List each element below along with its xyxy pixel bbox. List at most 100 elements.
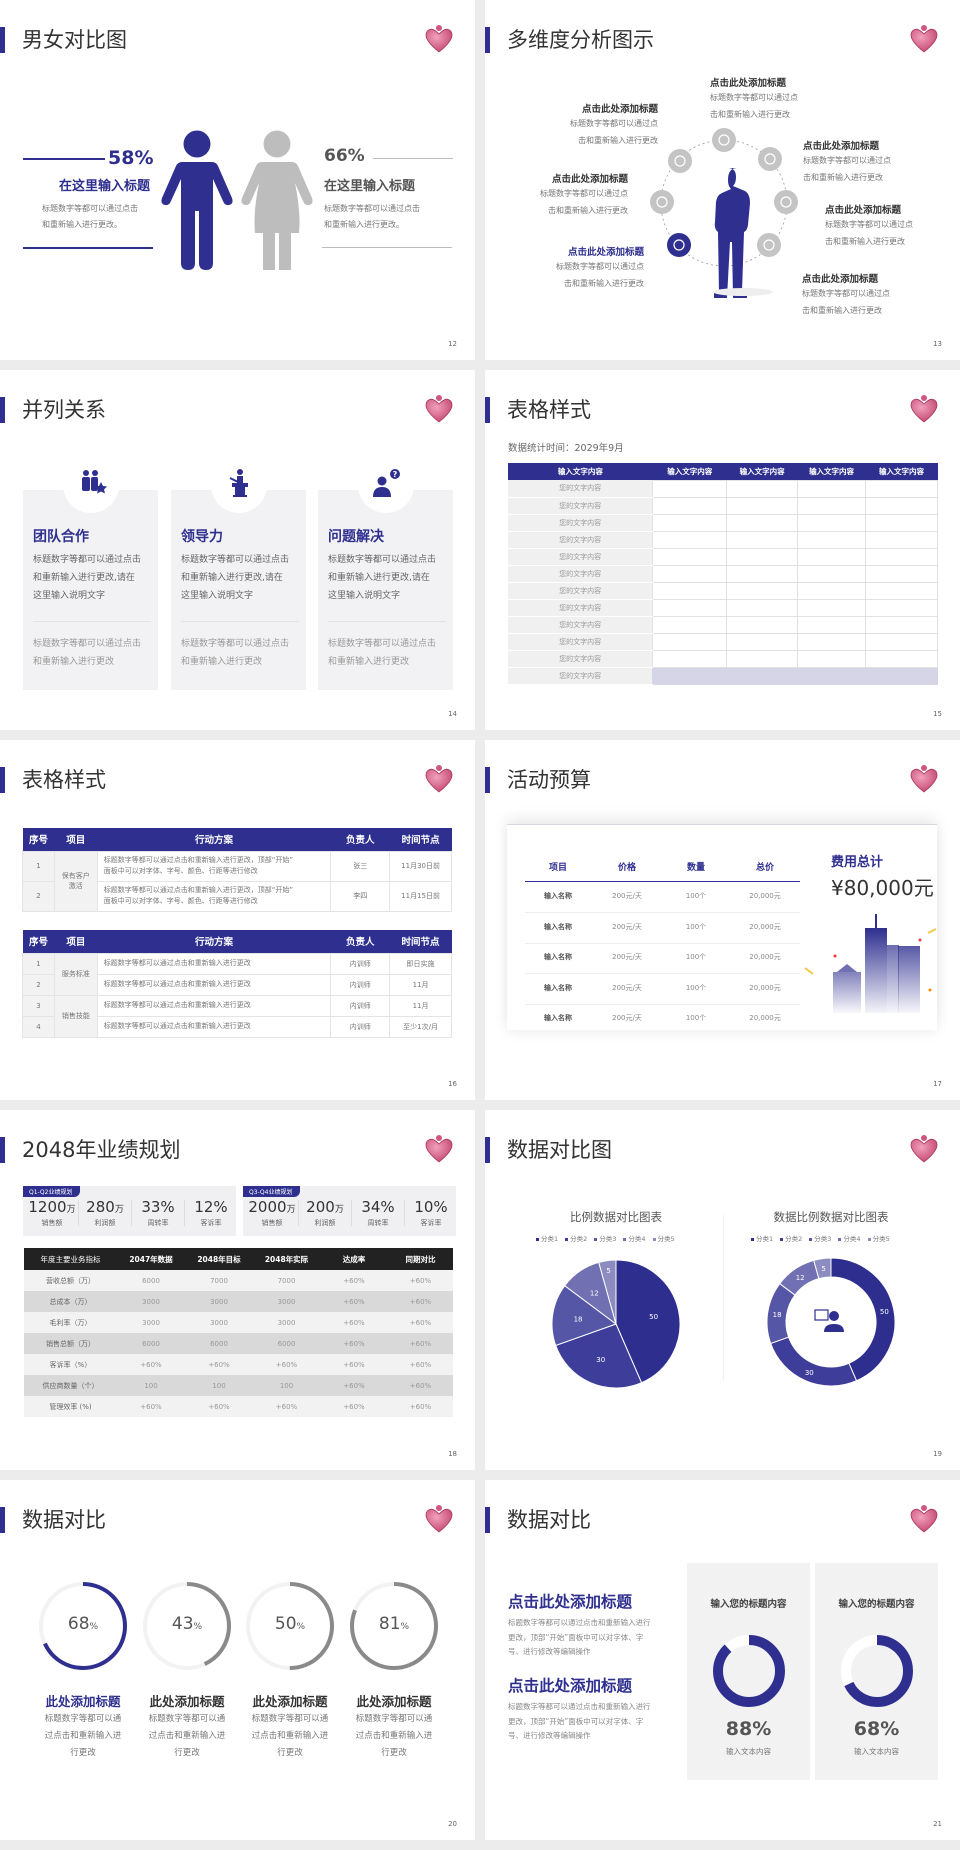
table-row: 您的文字内容: [508, 496, 938, 515]
page-number: 20: [448, 1820, 457, 1828]
table-cell[interactable]: [652, 581, 728, 600]
table-cell[interactable]: [797, 581, 867, 600]
table-cell[interactable]: [726, 513, 799, 532]
heart-logo-icon: [425, 24, 453, 54]
block-title[interactable]: 点击此处添加标题: [802, 274, 879, 285]
table-cell[interactable]: [865, 632, 938, 651]
stat-unit: 万: [334, 1205, 344, 1215]
table-row: 您的文字内容: [508, 564, 938, 583]
table-cell[interactable]: [797, 547, 867, 566]
legend-item: 分类2: [565, 1233, 587, 1243]
table-cell[interactable]: [652, 496, 728, 515]
row-label[interactable]: 您的文字内容: [508, 599, 653, 617]
table-cell[interactable]: [726, 649, 799, 668]
plan-cell[interactable]: 标题数字等都可以通过点击和重新输入进行更改: [96, 973, 332, 996]
table-cell[interactable]: [652, 649, 728, 668]
table-cell[interactable]: [652, 666, 728, 685]
time-cell: 11月15日前: [389, 880, 452, 912]
table-cell[interactable]: [865, 564, 938, 583]
table-cell[interactable]: [797, 564, 867, 583]
table-cell[interactable]: [726, 496, 799, 515]
block-title[interactable]: 点击此处添加标题: [825, 205, 902, 216]
plan-cell[interactable]: 标题数字等都可以通过点击和重新输入进行更改: [96, 952, 332, 975]
table-cell[interactable]: [726, 598, 799, 617]
plan-cell[interactable]: 标题数字等都可以通过点击和重新输入进行更改，顶部“开始” 面板中可以对字体、字号…: [96, 850, 332, 882]
stat-value: 280万: [80, 1198, 130, 1216]
block-title[interactable]: 点击此处添加标题: [803, 141, 880, 152]
table-cell[interactable]: [726, 615, 799, 634]
block-desc: 击和重新输入进行更改: [564, 279, 644, 288]
table-cell[interactable]: [652, 598, 728, 617]
table-cell[interactable]: [726, 530, 799, 549]
table-cell[interactable]: [652, 615, 728, 634]
table-cell[interactable]: [652, 632, 728, 651]
plan-cell[interactable]: 标题数字等都可以通过点击和重新输入进行更改: [96, 994, 332, 1017]
table-cell[interactable]: [652, 479, 728, 498]
table-cell[interactable]: [865, 615, 938, 634]
table-cell[interactable]: [797, 479, 867, 498]
row-label[interactable]: 您的文字内容: [508, 667, 653, 685]
block-desc: 标题数字等都可以通过点: [825, 220, 913, 229]
table-cell[interactable]: [652, 564, 728, 583]
table-cell[interactable]: [865, 547, 938, 566]
table-cell: 3000: [142, 1318, 160, 1327]
table-cell[interactable]: [726, 581, 799, 600]
table-cell: 20,000元: [749, 922, 781, 931]
table-cell: +60%: [275, 1402, 298, 1411]
row-label[interactable]: 您的文字内容: [508, 480, 653, 498]
table-cell[interactable]: [865, 496, 938, 515]
block-title[interactable]: 点击此处添加标题: [567, 247, 644, 258]
table-cell[interactable]: [865, 479, 938, 498]
block-title[interactable]: 点击此处添加标题: [581, 104, 658, 115]
table-cell[interactable]: [865, 581, 938, 600]
table-cell[interactable]: [652, 513, 728, 532]
table-cell[interactable]: [797, 615, 867, 634]
table-cell[interactable]: [652, 547, 728, 566]
ring-unit: %: [193, 1622, 203, 1632]
time-cell: 11月30日前: [389, 850, 452, 882]
table-cell[interactable]: [865, 649, 938, 668]
table-cell[interactable]: [865, 530, 938, 549]
table-cell[interactable]: [797, 496, 867, 515]
action-plan-table: 序号 项目 行动方案 负责人 时间节点 1 保有客户激活 标题数字等都可以通过点击和重新输入进…: [22, 828, 452, 912]
stat-label: 利润额: [314, 1219, 336, 1227]
feature-card: [171, 490, 306, 690]
table-cell[interactable]: [797, 649, 867, 668]
project-cell: 销售技能: [53, 994, 98, 1038]
row-label[interactable]: 您的文字内容: [508, 531, 653, 549]
row-label[interactable]: 您的文字内容: [508, 514, 653, 532]
table-cell[interactable]: [652, 530, 728, 549]
table-cell[interactable]: [726, 547, 799, 566]
table-cell[interactable]: [797, 632, 867, 651]
table-cell[interactable]: [726, 632, 799, 651]
table-cell[interactable]: [726, 564, 799, 583]
slide-13: 多维度分析图示 13 点击此处添加标题 标题数字等都可以通过点 击和重新输入进行更改…: [485, 0, 960, 360]
row-label[interactable]: 您的文字内容: [508, 616, 653, 634]
table-cell: 100: [144, 1381, 158, 1390]
table-cell[interactable]: [797, 598, 867, 617]
card-note: 和重新输入进行更改: [328, 657, 410, 667]
block-title[interactable]: 点击此处添加标题: [551, 174, 628, 185]
block-title[interactable]: 点击此处添加标题: [710, 78, 787, 89]
row-label[interactable]: 您的文字内容: [508, 633, 653, 651]
table-cell[interactable]: [797, 513, 867, 532]
divider: [23, 158, 105, 160]
legend-label: 分类3: [599, 1235, 617, 1243]
plan-cell[interactable]: 标题数字等都可以通过点击和重新输入进行更改: [96, 1015, 332, 1038]
plan-cell[interactable]: 标题数字等都可以通过点击和重新输入进行更改，顶部“开始” 面板中可以对字体、字号…: [96, 880, 332, 912]
table-cell[interactable]: [865, 598, 938, 617]
row-label[interactable]: 您的文字内容: [508, 565, 653, 583]
table-cell[interactable]: [865, 513, 938, 532]
row-label[interactable]: 您的文字内容: [508, 582, 653, 600]
card-title: 领导力: [181, 529, 223, 545]
content-table: 输入文字内容 输入文字内容 输入文字内容 输入文字内容 输入文字内容 您的文字内容 您的文字…: [508, 463, 938, 685]
table-cell[interactable]: [865, 666, 938, 685]
row-label[interactable]: 您的文字内容: [508, 497, 653, 515]
table-cell[interactable]: [726, 479, 799, 498]
slide-14: 并列关系 14 团队合作 标题数字等都可以通过点击 和重新输入进行更改,请在 这里输入…: [0, 370, 475, 730]
table-cell[interactable]: [797, 530, 867, 549]
table-cell[interactable]: [797, 666, 867, 685]
row-label[interactable]: 您的文字内容: [508, 548, 653, 566]
row-label[interactable]: 您的文字内容: [508, 650, 653, 668]
table-cell[interactable]: [726, 666, 799, 685]
